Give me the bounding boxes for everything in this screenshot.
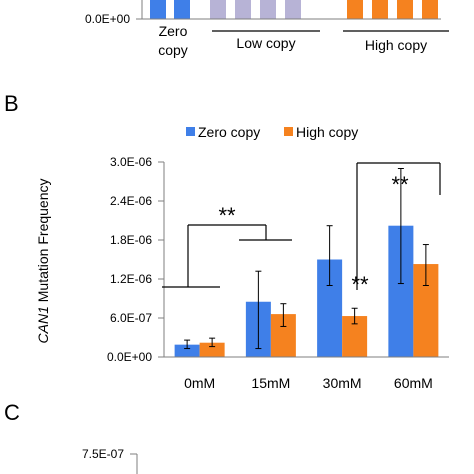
x-ticks: 0mM 15mM 30mM 60mM <box>184 375 433 391</box>
bar-high-copy <box>199 342 225 357</box>
panel-a-bar <box>260 0 276 19</box>
panel-a-y-zero-label: 0.0E+00 <box>85 12 130 26</box>
panel-a-bar <box>150 0 166 19</box>
y-tick-label: 1.2E-06 <box>110 272 152 286</box>
x-tick-label: 0mM <box>184 375 215 391</box>
panel-c: C 7.5E-07 <box>4 400 138 474</box>
error-bars <box>184 168 429 350</box>
x-tick-label: 30mM <box>323 375 362 391</box>
sig-star-right: ** <box>391 172 409 197</box>
y-tick-label: 6.0E-07 <box>110 311 152 325</box>
x-tick-label: 60mM <box>394 375 433 391</box>
panel-a-bar <box>235 0 251 19</box>
legend: Zero copy High copy <box>186 124 358 140</box>
y-axis-title-rest: Mutation Frequency <box>35 179 51 307</box>
y-tick-label: 2.4E-06 <box>110 194 152 208</box>
panel-c-label: C <box>4 400 20 425</box>
sig-bracket-left <box>162 224 292 288</box>
panel-a-group-high-label: High copy <box>365 37 427 53</box>
panel-a-group-zero-line1: Zero <box>159 23 188 39</box>
x-tick-label: 15mM <box>251 375 290 391</box>
panel-a-bar <box>210 0 226 19</box>
y-axis-title: CAN1 Mutation Frequency <box>35 179 51 344</box>
panel-a-bar <box>174 0 190 19</box>
legend-label: Zero copy <box>198 124 260 140</box>
panel-a-bar <box>285 0 301 19</box>
y-ticks: 0.0E+00 6.0E-07 1.2E-06 1.8E-06 2.4E-06 3.0E-… <box>107 155 164 364</box>
sig-star-bar: ** <box>351 272 369 297</box>
panel-a-bar <box>372 0 388 19</box>
panel-b-label: B <box>4 91 19 116</box>
panel-a-bar <box>397 0 413 19</box>
legend-swatch <box>186 127 195 136</box>
panel-a-bars <box>150 0 438 19</box>
panel-b: B Zero copy High copy CAN1 Mutation Frequ… <box>4 91 449 391</box>
panel-a-bar <box>347 0 363 19</box>
y-tick-label: 3.0E-06 <box>110 155 152 169</box>
panel-a-bar <box>422 0 438 19</box>
legend-label: High copy <box>296 124 358 140</box>
sig-bracket-right <box>356 162 441 290</box>
sig-star-left: ** <box>218 203 236 228</box>
y-tick-label: 0.0E+00 <box>107 350 152 364</box>
bar-zero-copy <box>174 344 200 357</box>
panel-a-group-zero-line2: copy <box>158 42 188 58</box>
legend-swatch <box>284 127 293 136</box>
y-tick-label: 1.8E-06 <box>110 233 152 247</box>
bars <box>174 225 439 357</box>
y-axis-title-gene: CAN1 <box>35 306 51 343</box>
panel-a: 0.0E+00 Zero copy Low copy High copy <box>85 0 449 58</box>
panel-a-group-low-label: Low copy <box>236 35 295 51</box>
panel-c-y-top-label: 7.5E-07 <box>82 447 124 461</box>
